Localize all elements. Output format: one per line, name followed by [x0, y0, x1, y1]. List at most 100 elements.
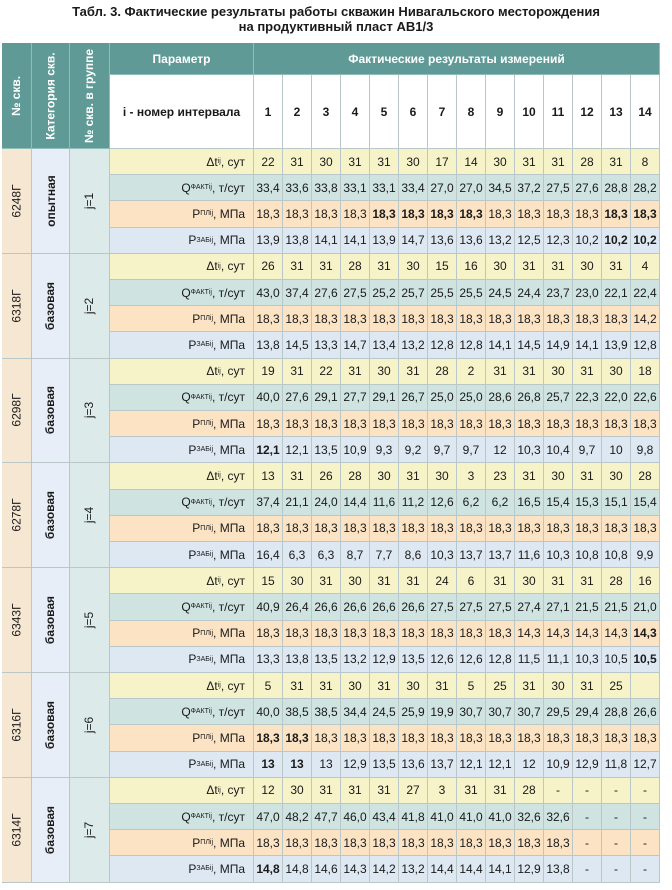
- value-cell: 41,0: [486, 804, 515, 831]
- value-cell: 12,8: [631, 332, 660, 359]
- value-cell: 10,5: [631, 646, 660, 673]
- value-cell: 13,8: [254, 332, 283, 359]
- value-cell: 18,3: [602, 515, 631, 542]
- value-cell: 18,3: [486, 201, 515, 228]
- value-cell: 13: [312, 751, 341, 778]
- value-cell: 33,4: [399, 175, 428, 202]
- value-cell: 13,5: [312, 437, 341, 464]
- well-name-text: 6248Г: [9, 184, 24, 218]
- param-symbol: Δt: [206, 678, 218, 693]
- value-cell: 10,9: [341, 437, 370, 464]
- param-subscript: ij: [208, 184, 212, 192]
- value-cell: 30,7: [457, 699, 486, 726]
- header-interval-3: 3: [312, 75, 341, 149]
- value-cell: 13,4: [370, 332, 399, 359]
- param-unit: , МПа: [213, 521, 245, 536]
- value-cell: 18,3: [515, 830, 544, 857]
- value-cell: 31: [515, 673, 544, 700]
- value-cell: 18,3: [573, 515, 602, 542]
- param-symbol: P: [192, 311, 201, 326]
- header-group-no-text: № скв. в группе: [82, 48, 97, 143]
- param-symbol: P: [192, 521, 201, 536]
- value-cell: 31: [399, 358, 428, 385]
- value-cell: 10,4: [544, 437, 573, 464]
- value-cell: 11,5: [515, 646, 544, 673]
- param-unit: , сут: [220, 573, 245, 588]
- value-cell: 21,5: [602, 594, 631, 621]
- param-label: P ЗАБ ij, МПа: [110, 542, 254, 569]
- value-cell: 13,2: [486, 227, 515, 254]
- value-cell: 31: [341, 149, 370, 176]
- value-cell: 13,7: [486, 542, 515, 569]
- param-unit: , т/сут: [212, 599, 245, 614]
- param-symbol: Q: [181, 180, 191, 195]
- param-superscript: ФАКТ: [190, 498, 209, 506]
- value-cell: 31: [370, 673, 399, 700]
- value-cell: 18,3: [544, 411, 573, 438]
- value-cell: 18,3: [254, 411, 283, 438]
- value-cell: 41,0: [428, 804, 457, 831]
- value-cell: 18,3: [631, 725, 660, 752]
- value-cell: 18,3: [312, 306, 341, 333]
- param-symbol: P: [188, 547, 197, 562]
- well-name-text: 6278Г: [9, 498, 24, 532]
- well-category: опытная: [32, 149, 70, 254]
- value-cell: 27,5: [544, 175, 573, 202]
- value-cell: 40,0: [254, 384, 283, 411]
- value-cell: 31: [283, 673, 312, 700]
- value-cell: 11,6: [370, 489, 399, 516]
- value-cell: 14,3: [573, 620, 602, 647]
- well-category: базовая: [32, 673, 70, 778]
- well-category: базовая: [32, 253, 70, 359]
- value-cell: 24: [428, 568, 457, 595]
- value-cell: 10,8: [602, 542, 631, 569]
- param-subscript: ij: [217, 786, 221, 794]
- param-subscript: ij: [217, 158, 221, 166]
- value-cell: 31: [544, 149, 573, 176]
- value-cell: -: [573, 804, 602, 831]
- value-cell: 31: [602, 149, 631, 176]
- value-cell: 30: [341, 673, 370, 700]
- value-cell: 14,1: [341, 227, 370, 254]
- header-well-no: № скв.: [2, 43, 32, 149]
- value-cell: 17: [428, 149, 457, 176]
- value-cell: 29,1: [370, 384, 399, 411]
- value-cell: 8,6: [399, 542, 428, 569]
- value-cell: 13,2: [341, 646, 370, 673]
- table-title: Табл. 3. Фактические результаты работы с…: [0, 0, 672, 40]
- param-label: Q ФАКТ ij, т/сут: [110, 384, 254, 411]
- header-interval-9: 9: [486, 75, 515, 149]
- param-label: Δt ij, сут: [110, 358, 254, 385]
- param-superscript: ЗАБ: [196, 655, 210, 663]
- param-label: P ЗАБ ij, МПа: [110, 751, 254, 778]
- value-cell: 26,7: [399, 384, 428, 411]
- value-cell: 12,6: [428, 489, 457, 516]
- param-superscript: ФАКТ: [190, 393, 209, 401]
- value-cell: 16: [631, 568, 660, 595]
- value-cell: 18,3: [312, 830, 341, 857]
- param-superscript: ЗАБ: [196, 236, 210, 244]
- value-cell: 28,6: [486, 384, 515, 411]
- well-category-text: базовая: [43, 281, 58, 330]
- value-cell: 18,3: [457, 515, 486, 542]
- param-unit: , сут: [220, 783, 245, 798]
- value-cell: 11,2: [399, 489, 428, 516]
- well-name: 6314Г: [2, 777, 32, 883]
- value-cell: 21,1: [283, 489, 312, 516]
- well-category-text: базовая: [43, 596, 58, 645]
- param-superscript: ПЛ: [200, 629, 210, 637]
- value-cell: 28: [341, 253, 370, 280]
- value-cell: 18: [631, 358, 660, 385]
- param-symbol: P: [188, 861, 197, 876]
- value-cell: 12: [254, 777, 283, 804]
- value-cell: 31: [370, 253, 399, 280]
- value-cell: 11,6: [515, 542, 544, 569]
- value-cell: 43,4: [370, 804, 399, 831]
- param-subscript: ij: [208, 289, 212, 297]
- value-cell: 21,0: [631, 594, 660, 621]
- well-name-text: 6298Г: [9, 393, 24, 428]
- value-cell: 18,3: [486, 306, 515, 333]
- value-cell: 30: [515, 568, 544, 595]
- value-cell: 18,3: [631, 201, 660, 228]
- value-cell: 23,0: [573, 280, 602, 307]
